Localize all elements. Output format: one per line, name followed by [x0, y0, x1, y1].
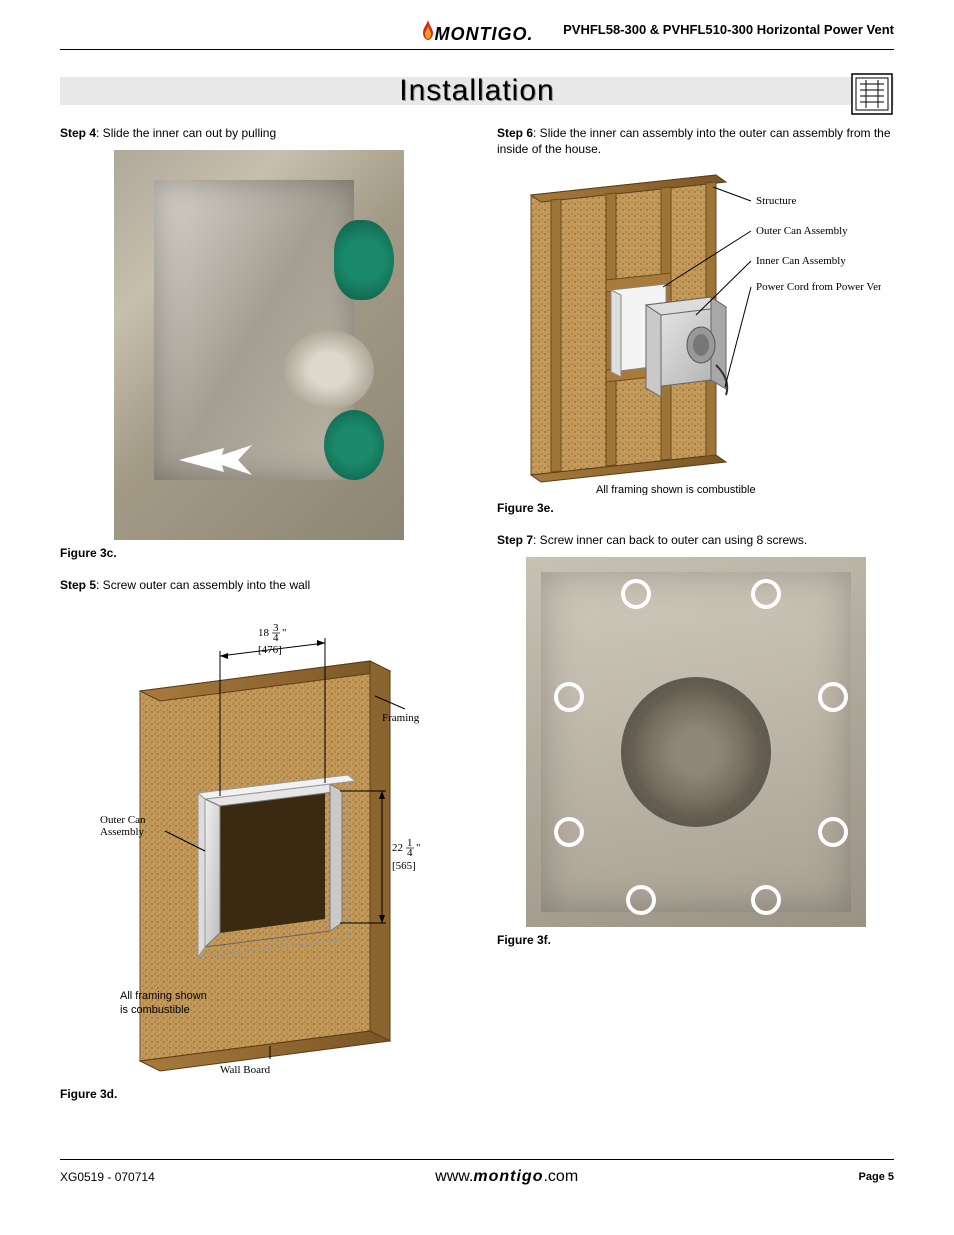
- figure-3d-diagram: 18 3 4 " [476] 22 1 4: [70, 601, 430, 1081]
- svg-text:Framing: Framing: [382, 712, 420, 724]
- page-number: Page 5: [859, 1171, 894, 1183]
- svg-text:[476]: [476]: [258, 644, 282, 656]
- screw-marker-icon: [751, 885, 781, 915]
- figure-3c-photo: [114, 150, 404, 540]
- svg-text:Structure: Structure: [756, 195, 796, 207]
- certification-stamp-icon: [850, 72, 894, 116]
- svg-text:[565]: [565]: [392, 860, 416, 872]
- figure-3e-caption: Figure 3e.: [497, 501, 894, 515]
- svg-text:All framing shown is combustib: All framing shown is combustible: [596, 484, 756, 495]
- screw-marker-icon: [751, 579, 781, 609]
- footer-url: www.montigo.com: [435, 1168, 578, 1186]
- figure-3f-caption: Figure 3f.: [497, 933, 894, 947]
- svg-text:Outer Can: Outer Can: [100, 814, 146, 826]
- step-4: Step 4: Slide the inner can out by pulli…: [60, 126, 457, 142]
- svg-text:22: 22: [392, 842, 403, 854]
- right-column: Step 6: Slide the inner can assembly int…: [497, 126, 894, 1119]
- screw-marker-icon: [818, 682, 848, 712]
- brand-logo: MONTIGO.: [420, 20, 533, 45]
- page-header: MONTIGO. PVHFL58-300 & PVHFL510-300 Hori…: [60, 20, 894, 45]
- svg-text:": ": [282, 627, 287, 639]
- section-title-row: Installation: [60, 74, 894, 108]
- svg-text:Wall Board: Wall Board: [220, 1064, 271, 1076]
- brand-text: MONTIGO.: [434, 24, 533, 45]
- svg-text:Inner Can Assembly: Inner Can Assembly: [756, 255, 846, 267]
- step-6: Step 6: Slide the inner can assembly int…: [497, 126, 894, 157]
- step-5: Step 5: Screw outer can assembly into th…: [60, 578, 457, 594]
- screw-marker-icon: [818, 817, 848, 847]
- footer-doc-id: XG0519 - 070714: [60, 1170, 155, 1184]
- screw-marker-icon: [554, 817, 584, 847]
- figure-3e-diagram: Structure Outer Can Assembly Inner Can A…: [511, 165, 881, 495]
- screw-marker-icon: [621, 579, 651, 609]
- screw-marker-icon: [554, 682, 584, 712]
- pull-arrow-icon: [174, 440, 254, 480]
- page-footer: XG0519 - 070714 www.montigo.com Page 5: [60, 1159, 894, 1186]
- document-title: PVHFL58-300 & PVHFL510-300 Horizontal Po…: [563, 22, 894, 37]
- svg-text:Assembly: Assembly: [100, 826, 145, 838]
- dim-top: 18: [258, 627, 270, 639]
- svg-text:4: 4: [273, 632, 279, 644]
- figure-3d-caption: Figure 3d.: [60, 1087, 457, 1101]
- svg-text:Power Cord from Power Vent: Power Cord from Power Vent: [756, 281, 881, 293]
- left-column: Step 4: Slide the inner can out by pulli…: [60, 126, 457, 1119]
- svg-text:is combustible: is combustible: [120, 1004, 190, 1016]
- figure-3c-caption: Figure 3c.: [60, 546, 457, 560]
- svg-text:4: 4: [407, 847, 413, 859]
- section-title: Installation: [60, 74, 894, 108]
- svg-text:Outer Can Assembly: Outer Can Assembly: [756, 225, 848, 237]
- figure-3f-photo: [526, 557, 866, 927]
- screw-marker-icon: [626, 885, 656, 915]
- step-7: Step 7: Screw inner can back to outer ca…: [497, 533, 894, 549]
- svg-text:": ": [416, 842, 421, 854]
- header-rule: [60, 49, 894, 50]
- svg-text:All framing shown: All framing shown: [120, 990, 207, 1002]
